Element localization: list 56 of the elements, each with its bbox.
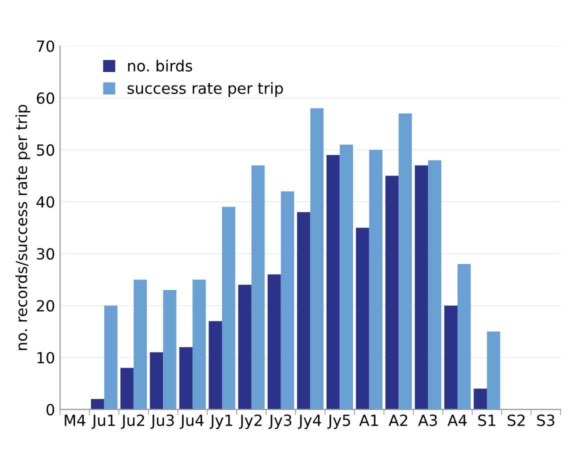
x-tick-label: Ju3 (150, 414, 174, 429)
bar (251, 165, 265, 410)
x-tick-label: S1 (478, 414, 496, 426)
y-tick-label: 50 (36, 144, 54, 156)
x-tick-label: Jy2 (239, 414, 262, 430)
bar (280, 191, 294, 410)
bar (444, 306, 458, 410)
bar (414, 165, 428, 410)
bar (428, 160, 442, 410)
x-tick-label: Ju2 (120, 414, 144, 429)
y-tick-label: 40 (36, 196, 54, 208)
x-tick-label: M4 (64, 414, 86, 426)
bar (369, 150, 382, 410)
y-tick-label: 70 (37, 40, 54, 52)
x-tick-label: Jy4 (298, 414, 322, 430)
bar (134, 280, 147, 410)
x-tick-label: A1 (359, 414, 378, 426)
y-tick-label: 0 (46, 404, 54, 416)
bar (268, 274, 281, 410)
x-tick-label: A2 (388, 414, 408, 426)
bar (297, 212, 310, 410)
bar (398, 113, 412, 410)
bar (192, 280, 206, 410)
bar (90, 399, 104, 410)
y-tick-label: 10 (37, 352, 54, 364)
bar (385, 176, 399, 410)
bar (238, 284, 252, 410)
bar (104, 306, 118, 410)
bar (222, 206, 236, 410)
bar (340, 144, 353, 410)
bar (356, 228, 370, 410)
legend-label: no. birds (128, 60, 192, 72)
y-tick-label: 20 (36, 300, 54, 312)
x-tick-label: Jy3 (268, 414, 292, 430)
bar (458, 264, 471, 410)
x-tick-label: Jy1 (210, 414, 232, 430)
x-tick-label: A4 (448, 414, 467, 426)
bar (310, 108, 324, 410)
y-tick-label: 30 (36, 248, 54, 260)
y-axis-title: no. records/success rate per trip (15, 104, 30, 350)
x-tick-label: Jy5 (327, 414, 350, 430)
bar (163, 290, 176, 410)
x-tick-label: S3 (537, 414, 554, 426)
bar (208, 321, 222, 410)
bar (474, 388, 487, 410)
x-tick-label: S2 (508, 414, 525, 426)
bar (326, 155, 340, 410)
x-tick-label: Ju1 (91, 414, 115, 429)
bar (120, 368, 134, 410)
bar (486, 332, 500, 410)
y-tick-label: 60 (36, 92, 54, 104)
legend-label: success rate per trip (128, 82, 283, 97)
bar (150, 352, 164, 410)
bar (179, 347, 193, 410)
x-tick-label: A3 (418, 414, 437, 426)
x-tick-label: Ju4 (180, 414, 204, 429)
